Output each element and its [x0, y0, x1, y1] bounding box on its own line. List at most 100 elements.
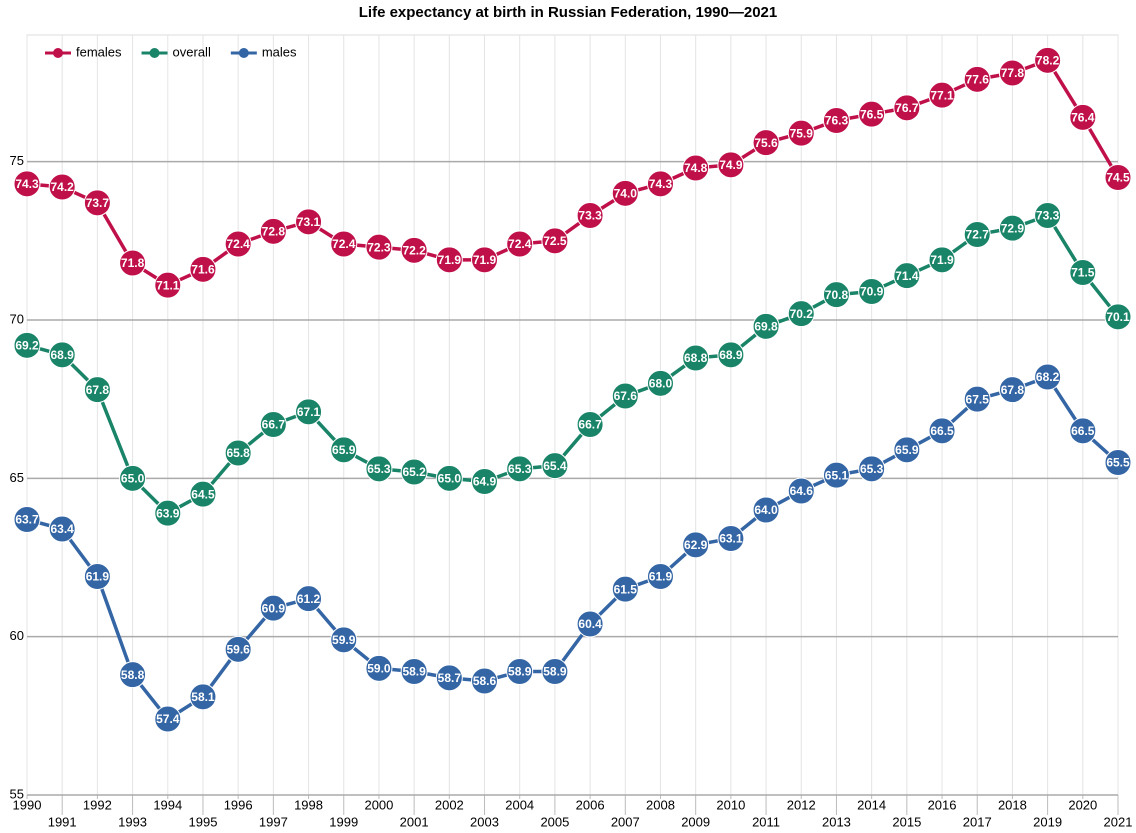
data-label: 77.6 [966, 73, 990, 87]
data-point [224, 439, 252, 467]
data-label: 72.7 [966, 228, 990, 242]
data-point [48, 341, 76, 369]
data-point [471, 468, 499, 495]
data-point [1069, 259, 1097, 286]
data-label: 77.8 [1001, 66, 1025, 80]
data-label: 73.1 [297, 215, 321, 229]
data-label: 66.7 [262, 418, 286, 432]
data-point [1104, 449, 1132, 476]
data-label: 61.2 [297, 592, 321, 606]
data-label: 57.4 [156, 712, 180, 726]
data-point [295, 208, 323, 236]
data-point [259, 217, 287, 245]
data-label: 59.9 [332, 633, 356, 647]
data-label: 77.1 [930, 88, 954, 102]
data-point [1069, 417, 1097, 445]
data-point [1034, 202, 1062, 229]
data-label: 66.7 [578, 418, 602, 432]
data-label: 61.5 [614, 582, 638, 596]
data-label: 65.3 [860, 462, 884, 476]
x-tick-label: 1997 [259, 814, 288, 829]
data-point [330, 626, 358, 654]
data-label: 72.8 [262, 225, 286, 239]
data-label: 70.2 [790, 307, 814, 321]
data-point [822, 461, 850, 489]
data-label: 64.0 [754, 503, 778, 517]
data-point [576, 202, 604, 229]
data-label: 74.2 [51, 180, 75, 194]
data-label: 75.9 [790, 126, 814, 140]
data-point [435, 246, 463, 274]
data-label: 65.0 [121, 472, 145, 486]
data-point [787, 119, 815, 147]
data-label: 65.9 [895, 443, 919, 457]
data-point [682, 154, 710, 182]
x-tick-label: 1993 [118, 814, 147, 829]
data-point [998, 214, 1026, 242]
data-label: 73.7 [86, 196, 110, 210]
data-point [717, 151, 745, 179]
data-point [928, 246, 956, 274]
data-label: 65.8 [226, 446, 250, 460]
data-point [471, 246, 499, 274]
data-point [506, 455, 534, 483]
data-point [119, 249, 147, 277]
data-label: 69.8 [754, 320, 778, 334]
x-tick-label: 2007 [611, 814, 640, 829]
data-point [189, 480, 217, 508]
data-label: 58.7 [438, 671, 462, 685]
data-label: 68.8 [684, 351, 708, 365]
x-tick-label: 2018 [998, 797, 1027, 812]
data-point [154, 705, 182, 733]
data-point [13, 331, 41, 359]
data-point [400, 658, 428, 685]
data-point [646, 369, 674, 397]
data-label: 67.6 [614, 389, 638, 403]
data-point [822, 107, 850, 134]
data-point [858, 278, 886, 305]
data-point [752, 312, 780, 340]
x-tick-label: 1991 [48, 814, 77, 829]
data-point [1034, 46, 1062, 74]
data-label: 74.0 [614, 187, 638, 201]
legend-marker [149, 48, 160, 58]
data-label: 68.9 [719, 348, 743, 362]
data-point [365, 233, 393, 261]
data-point [611, 382, 639, 410]
data-point [506, 230, 534, 258]
data-point [963, 385, 991, 413]
x-tick-label: 2009 [681, 814, 710, 829]
data-point [928, 81, 956, 109]
x-tick-label: 2013 [822, 814, 851, 829]
x-tick-label: 1999 [329, 814, 358, 829]
data-point [400, 236, 428, 264]
data-label: 60.4 [578, 617, 602, 631]
data-label: 71.9 [473, 253, 497, 267]
data-point [83, 189, 111, 217]
x-tick-label: 2017 [963, 814, 992, 829]
data-label: 67.5 [966, 392, 990, 406]
data-label: 76.4 [1071, 111, 1095, 125]
x-tick-label: 1998 [294, 797, 323, 812]
data-label: 73.3 [1036, 209, 1060, 223]
data-point [1104, 164, 1132, 191]
legend-label: females [76, 44, 122, 59]
x-tick-label: 2012 [787, 797, 816, 812]
data-label: 66.5 [930, 424, 954, 438]
data-point [330, 436, 358, 464]
data-label: 78.2 [1036, 54, 1060, 68]
data-label: 67.1 [297, 405, 321, 419]
x-tick-label: 2003 [470, 814, 499, 829]
data-point [48, 173, 76, 201]
data-label: 65.9 [332, 443, 356, 457]
data-label: 61.9 [86, 570, 110, 584]
data-point [541, 658, 569, 685]
data-point [295, 398, 323, 426]
data-point [787, 300, 815, 328]
data-point [576, 610, 604, 638]
data-label: 58.9 [543, 665, 567, 679]
data-label: 70.1 [1106, 310, 1130, 324]
data-point [13, 506, 41, 533]
